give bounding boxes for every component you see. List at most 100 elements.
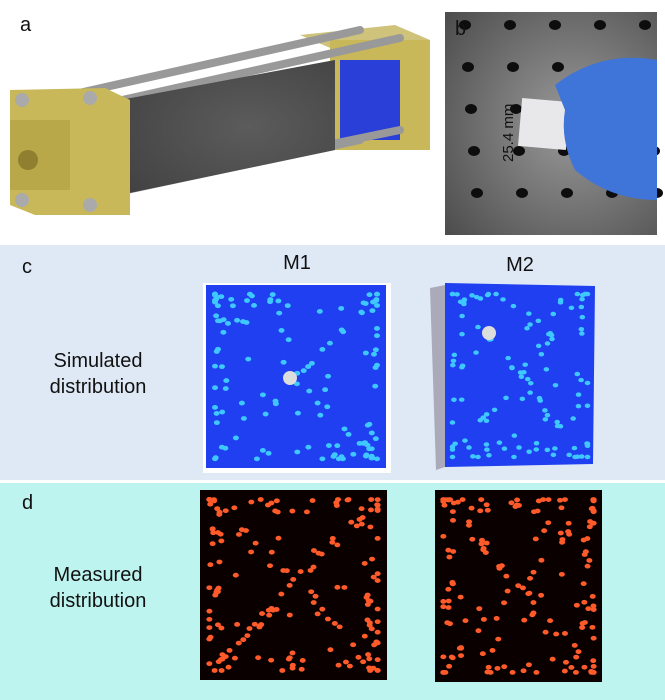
spot [244, 298, 251, 303]
spot [366, 656, 373, 662]
spot [219, 409, 226, 415]
spot [369, 308, 376, 314]
spot [527, 380, 534, 386]
spot [286, 655, 293, 661]
panel-label: d [22, 492, 34, 514]
spot [366, 622, 373, 628]
spot [365, 652, 372, 657]
spot [225, 664, 232, 670]
spot [573, 602, 580, 608]
spot [244, 633, 251, 639]
spot [487, 670, 494, 675]
spot [370, 351, 377, 357]
spot [223, 378, 230, 383]
spot [239, 319, 246, 324]
spot [496, 563, 503, 569]
spot [454, 292, 460, 297]
spot [475, 628, 482, 634]
spot [575, 403, 582, 409]
spot [360, 659, 367, 665]
spot [584, 403, 591, 408]
spot [324, 616, 331, 622]
spot [285, 337, 292, 343]
spot [458, 397, 465, 402]
spot [238, 527, 245, 533]
spot [231, 655, 238, 661]
spot [527, 390, 533, 395]
spot [477, 508, 484, 514]
spot [535, 498, 542, 504]
spot [561, 188, 573, 198]
spot [589, 624, 596, 630]
spot [284, 303, 291, 309]
spot [537, 398, 544, 403]
spot [446, 554, 453, 560]
spot [361, 633, 368, 639]
spot [505, 355, 511, 361]
spot [590, 497, 597, 502]
spot [533, 670, 540, 675]
spot [211, 668, 218, 673]
spot [289, 662, 296, 668]
spot [219, 656, 226, 662]
spot [563, 659, 570, 665]
spot [219, 652, 226, 658]
spot [516, 445, 522, 450]
spot [468, 146, 480, 156]
spot [325, 373, 332, 379]
spot [325, 443, 332, 448]
spot [552, 382, 559, 388]
spot [483, 412, 490, 417]
spot [489, 647, 496, 653]
spot [218, 625, 225, 631]
spot [572, 670, 579, 675]
spot [485, 664, 492, 670]
spot [253, 456, 260, 462]
spot [369, 556, 376, 562]
spot [449, 291, 456, 297]
spot [275, 535, 282, 541]
spot [212, 292, 218, 298]
spot [213, 420, 220, 426]
spot [268, 549, 275, 555]
spot [220, 329, 227, 335]
spot [303, 509, 310, 515]
spot [350, 642, 357, 648]
spot [449, 581, 456, 587]
spot [308, 360, 315, 366]
spot [578, 454, 585, 459]
spot [571, 445, 578, 451]
spot [267, 563, 274, 569]
spot [360, 300, 367, 306]
spot [585, 606, 592, 612]
spot [235, 640, 242, 646]
spot [358, 310, 365, 316]
spot [374, 619, 381, 625]
spot [327, 647, 334, 653]
spot [232, 435, 239, 441]
spot [238, 400, 245, 406]
panel-label: b [455, 18, 467, 40]
spot [478, 497, 485, 502]
spot [561, 668, 568, 674]
spot [565, 529, 572, 534]
spot [462, 438, 468, 443]
spot [589, 594, 596, 599]
spot [446, 621, 453, 627]
spot [573, 654, 580, 660]
spot [582, 549, 589, 555]
spot [510, 104, 522, 114]
spot [300, 368, 307, 374]
spot [594, 20, 606, 30]
spot [586, 558, 593, 563]
spot [210, 530, 217, 536]
spot [533, 447, 540, 452]
spot [269, 292, 276, 297]
spot [440, 533, 447, 539]
spot [257, 497, 264, 502]
spot [544, 447, 551, 453]
spot [317, 412, 324, 418]
spot [213, 411, 220, 416]
